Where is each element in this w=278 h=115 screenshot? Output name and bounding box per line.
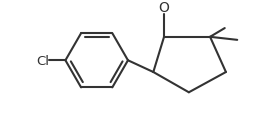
Text: O: O: [159, 1, 170, 15]
Text: Cl: Cl: [36, 54, 49, 67]
